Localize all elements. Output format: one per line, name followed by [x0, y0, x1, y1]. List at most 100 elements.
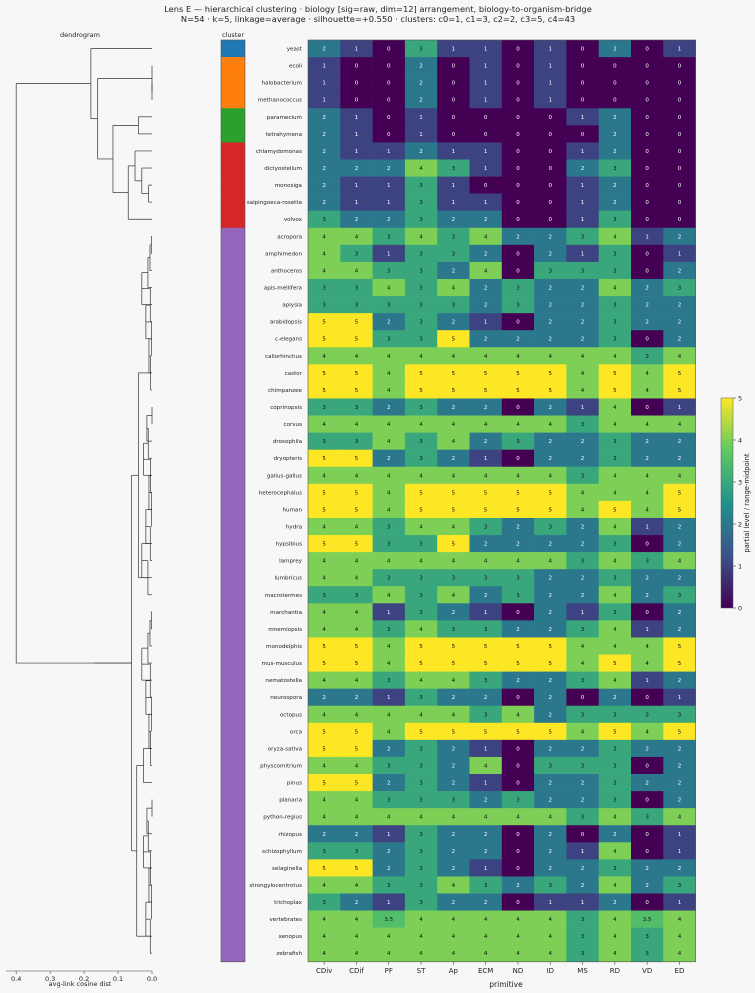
heatmap-cell	[501, 603, 535, 621]
heatmap-cell	[469, 910, 503, 928]
cell-value-label: 2	[613, 132, 617, 138]
cluster-band	[221, 40, 245, 58]
cell-value-label: 3	[419, 320, 423, 326]
heatmap-cell	[404, 193, 438, 211]
cell-value-label: 2	[322, 695, 326, 701]
heatmap-cell	[663, 688, 696, 707]
heatmap-cell	[631, 927, 664, 946]
heatmap-cell	[663, 466, 696, 485]
heatmap-cell	[663, 193, 696, 211]
heatmap-cell	[598, 552, 632, 570]
heatmap-cell	[631, 261, 664, 280]
cell-value-label: 2	[355, 166, 359, 172]
cell-value-label: 4	[581, 388, 585, 394]
cell-value-label: 2	[355, 695, 359, 701]
heatmap-cell	[534, 620, 567, 638]
heatmap-cell	[372, 108, 406, 126]
cell-value-label: 3	[355, 251, 359, 257]
dendrogram-title: dendrogram	[60, 31, 100, 39]
heatmap-cell	[501, 244, 535, 263]
cell-value-label: 1	[355, 183, 359, 189]
heatmap-cell	[631, 278, 664, 297]
cell-value-label: 1	[549, 900, 553, 906]
cell-value-label: 5	[355, 542, 359, 548]
cell-value-label: 4	[516, 473, 520, 479]
heatmap-cell	[308, 313, 341, 331]
heatmap-cell	[534, 688, 567, 707]
cell-value-label: 2	[484, 439, 488, 445]
cell-value-label: 2	[678, 439, 682, 445]
heatmap-cell	[501, 108, 535, 126]
heatmap-cell	[308, 808, 341, 826]
heatmap-cell	[566, 330, 599, 348]
cell-value-label: 5	[355, 661, 359, 667]
cell-value-label: 1	[678, 900, 682, 906]
heatmap-cell	[631, 432, 664, 450]
heatmap-cell	[534, 296, 567, 314]
cell-value-label: 5	[355, 781, 359, 787]
cell-value-label: 2	[322, 183, 326, 189]
cell-value-label: 0	[581, 695, 585, 701]
cell-value-label: 5	[549, 507, 553, 513]
heatmap-cell	[598, 620, 632, 638]
cell-value-label: 3	[581, 473, 585, 479]
cell-value-label: 5	[419, 388, 423, 394]
cell-value-label: 4	[419, 951, 423, 957]
heatmap-cell	[566, 654, 599, 672]
heatmap-cell	[534, 176, 567, 194]
cell-value-label: 5	[322, 388, 326, 394]
heatmap-cell	[663, 705, 696, 724]
cluster-band	[221, 227, 245, 246]
cluster-band	[221, 671, 245, 689]
cluster-band	[221, 176, 245, 194]
cell-value-label: 4	[678, 354, 682, 360]
heatmap-cell	[469, 500, 503, 519]
cell-value-label: 2	[549, 337, 553, 343]
cell-value-label: 0	[387, 115, 391, 121]
heatmap-cell	[631, 125, 664, 143]
cell-value-label: 3	[419, 337, 423, 343]
cell-value-label: 3	[645, 712, 649, 718]
heatmap-cell	[534, 825, 567, 843]
heatmap-cell	[404, 57, 438, 75]
heatmap-cell	[598, 74, 632, 92]
cell-value-label: 3	[419, 746, 423, 752]
cell-value-label: 3	[613, 166, 617, 172]
cell-value-label: 2	[678, 763, 682, 769]
cell-value-label: 2	[484, 695, 488, 701]
heatmap-cell	[631, 603, 664, 621]
heatmap-cell	[372, 364, 406, 382]
cell-value-label: 4	[355, 627, 359, 633]
heatmap-cell	[308, 586, 341, 604]
cell-value-label: 0	[484, 115, 488, 121]
heatmap-cell	[631, 791, 664, 809]
cell-value-label: 0	[516, 183, 520, 189]
cell-value-label: 4	[516, 951, 520, 957]
cell-value-label: 3	[613, 439, 617, 445]
heatmap-cell	[437, 825, 470, 843]
dendrogram-axis-label: avg-link cosine dist	[49, 980, 112, 988]
cell-value-label: 3	[484, 678, 488, 684]
cell-value-label: 2	[678, 234, 682, 240]
cell-value-label: 2	[549, 627, 553, 633]
heatmap-cell	[308, 825, 341, 843]
heatmap-cell	[404, 586, 438, 604]
heatmap-cell	[631, 944, 664, 963]
cell-value-label: 3	[581, 712, 585, 718]
heatmap-cell	[501, 125, 535, 143]
heatmap-cell	[404, 261, 438, 280]
heatmap-cell	[437, 449, 470, 468]
cell-value-label: 4	[549, 951, 553, 957]
cell-value-label: 4	[484, 917, 488, 923]
heatmap-cell	[437, 347, 470, 365]
heatmap-cell	[340, 552, 373, 570]
heatmap-cell	[372, 466, 406, 485]
cell-value-label: 4	[516, 354, 520, 360]
heatmap-cell	[469, 927, 503, 946]
heatmap-cell	[501, 791, 535, 809]
cell-value-label: 0	[581, 832, 585, 838]
cell-value-label: 4	[322, 473, 326, 479]
cell-value-label: 2	[581, 337, 585, 343]
cell-value-label: 4	[322, 268, 326, 274]
heatmap-cell	[340, 569, 373, 587]
